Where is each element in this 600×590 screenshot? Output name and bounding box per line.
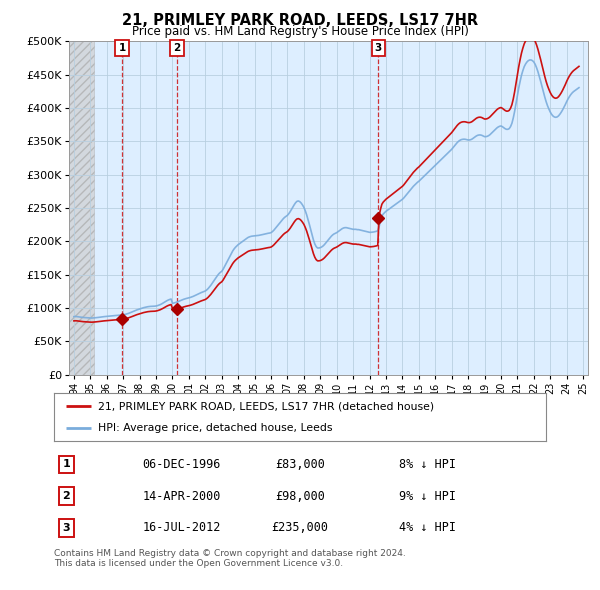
Text: 06-DEC-1996: 06-DEC-1996 xyxy=(143,458,221,471)
Text: 4% ↓ HPI: 4% ↓ HPI xyxy=(400,522,457,535)
Text: 8% ↓ HPI: 8% ↓ HPI xyxy=(400,458,457,471)
Text: 1: 1 xyxy=(62,460,70,470)
Text: 9% ↓ HPI: 9% ↓ HPI xyxy=(400,490,457,503)
Text: HPI: Average price, detached house, Leeds: HPI: Average price, detached house, Leed… xyxy=(98,423,333,433)
Text: 3: 3 xyxy=(375,43,382,53)
Text: Price paid vs. HM Land Registry's House Price Index (HPI): Price paid vs. HM Land Registry's House … xyxy=(131,25,469,38)
Text: £83,000: £83,000 xyxy=(275,458,325,471)
Text: 3: 3 xyxy=(62,523,70,533)
Text: £98,000: £98,000 xyxy=(275,490,325,503)
Text: 2: 2 xyxy=(173,43,181,53)
Text: 21, PRIMLEY PARK ROAD, LEEDS, LS17 7HR (detached house): 21, PRIMLEY PARK ROAD, LEEDS, LS17 7HR (… xyxy=(98,401,434,411)
Text: £235,000: £235,000 xyxy=(271,522,329,535)
Text: 16-JUL-2012: 16-JUL-2012 xyxy=(143,522,221,535)
Text: 2: 2 xyxy=(62,491,70,501)
Text: 1: 1 xyxy=(118,43,125,53)
Text: 21, PRIMLEY PARK ROAD, LEEDS, LS17 7HR: 21, PRIMLEY PARK ROAD, LEEDS, LS17 7HR xyxy=(122,13,478,28)
Text: Contains HM Land Registry data © Crown copyright and database right 2024.
This d: Contains HM Land Registry data © Crown c… xyxy=(54,549,406,568)
Text: 14-APR-2000: 14-APR-2000 xyxy=(143,490,221,503)
Bar xyxy=(69,41,94,375)
